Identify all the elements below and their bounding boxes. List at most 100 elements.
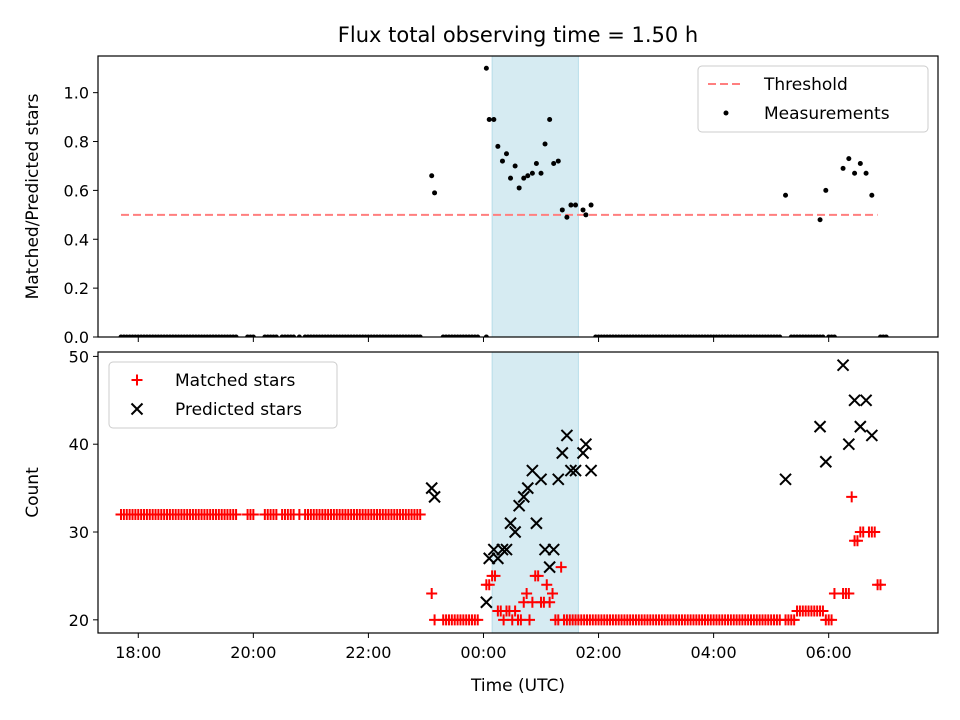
predicted-star-marker xyxy=(534,473,548,486)
predicted-star-marker xyxy=(556,446,569,460)
measurement-point xyxy=(499,158,505,164)
measurement-point xyxy=(233,334,239,337)
measurement-point xyxy=(580,207,586,213)
matched-star-marker xyxy=(788,614,800,626)
matched-star-marker xyxy=(532,570,544,582)
matched-star-marker xyxy=(521,587,533,599)
measurement-point xyxy=(852,170,858,176)
measurement-point xyxy=(568,202,574,208)
measurement-point xyxy=(863,170,869,176)
highlight-span xyxy=(491,55,579,338)
measurement-point xyxy=(296,334,302,337)
legend-box xyxy=(108,361,338,429)
matched-star-marker xyxy=(826,614,838,626)
matched-star-marker xyxy=(247,508,259,520)
matched-star-marker xyxy=(555,561,567,573)
x-tick-label: 06:00 xyxy=(806,643,852,662)
ratio-panel: 0.0 0.2 0.4 0.6 0.8 1.0 Matched/Predicted star… xyxy=(23,55,939,347)
measurement-point xyxy=(820,334,826,337)
measurement-point xyxy=(538,170,544,176)
measurement-point xyxy=(273,334,279,337)
predicted-star-marker xyxy=(848,394,861,407)
measurement-point xyxy=(533,161,539,167)
axes-frame xyxy=(97,351,939,634)
axes-frame xyxy=(97,55,939,338)
measurement-point xyxy=(883,334,889,337)
predicted-star-marker xyxy=(819,455,833,468)
matched-star-marker xyxy=(843,587,855,599)
measurement-point xyxy=(495,143,501,149)
predicted-star-marker xyxy=(579,437,593,451)
measurement-point xyxy=(547,117,553,123)
measurement-point xyxy=(512,163,518,169)
matched-star-marker xyxy=(489,570,501,582)
measurement-point xyxy=(483,65,489,71)
measurement-point xyxy=(475,334,481,337)
y-axis-label: Count xyxy=(23,467,43,518)
predicted-star-marker xyxy=(564,464,578,477)
y-axis-label: Matched/Predicted stars xyxy=(23,93,43,299)
measurement-point xyxy=(564,214,570,220)
predicted-star-marker xyxy=(842,437,856,451)
predicted-star-marker xyxy=(859,394,873,407)
x-tick-label: 20:00 xyxy=(230,643,276,662)
predicted-star-marker xyxy=(500,543,513,556)
measurement-point xyxy=(583,212,589,218)
predicted-star-marker xyxy=(504,517,517,530)
measurement-point xyxy=(250,334,256,337)
measurement-point xyxy=(417,334,423,337)
x-tick-label: 18:00 xyxy=(115,643,161,662)
x-tick-label: 00:00 xyxy=(460,643,506,662)
legend-entry-label: Threshold xyxy=(763,75,848,95)
matched-star-marker xyxy=(472,614,484,626)
matched-star-marker xyxy=(483,579,495,591)
x-axis-label: Time (UTC) xyxy=(470,676,565,696)
measurement-point xyxy=(508,175,514,181)
legend-predicted-swatch xyxy=(130,402,144,416)
measurement-point xyxy=(588,202,594,208)
measurement-point xyxy=(559,207,565,213)
measurement-point xyxy=(869,192,875,198)
y-tick-label: 0.0 xyxy=(64,328,89,347)
predicted-star-marker xyxy=(428,490,441,504)
measurement-point xyxy=(823,187,829,193)
legend-matched-swatch xyxy=(131,374,143,386)
plot-area xyxy=(115,358,886,626)
plot-area xyxy=(118,65,889,337)
y-tick-label: 0.4 xyxy=(64,230,89,249)
predicted-star-marker xyxy=(836,358,850,372)
measurement-point xyxy=(291,334,297,337)
measurement-point xyxy=(840,165,846,171)
matched-star-marker xyxy=(414,508,426,520)
y-tick-label: 0.6 xyxy=(64,181,89,200)
measurement-point xyxy=(503,151,509,157)
predicted-star-marker xyxy=(517,490,530,504)
predicted-star-marker xyxy=(425,481,438,495)
y-tick-label: 1.0 xyxy=(64,84,89,103)
measurement-point xyxy=(551,161,557,167)
legend-entry-label: Measurements xyxy=(764,104,890,124)
matched-star-marker xyxy=(851,535,863,547)
predicted-star-marker xyxy=(576,446,590,460)
measurement-point xyxy=(783,192,789,198)
predicted-star-marker xyxy=(865,429,879,442)
predicted-star-marker xyxy=(508,525,522,539)
legend-entry-label: Predicted stars xyxy=(175,400,302,420)
measurement-point xyxy=(486,117,492,123)
predicted-star-marker xyxy=(496,543,509,556)
predicted-star-marker xyxy=(854,420,867,433)
measurement-point xyxy=(525,173,531,179)
measurement-point xyxy=(777,334,783,337)
x-tick-label: 22:00 xyxy=(345,643,391,662)
predicted-star-marker xyxy=(480,596,493,609)
y-tick-label: 20 xyxy=(69,611,89,630)
measurement-point xyxy=(555,158,561,164)
y-tick-label: 30 xyxy=(69,523,89,542)
predicted-star-marker xyxy=(530,517,543,530)
measurement-point xyxy=(573,202,579,208)
matched-star-marker xyxy=(230,508,242,520)
measurement-point xyxy=(521,175,527,181)
x-tick-label: 02:00 xyxy=(575,643,621,662)
predicted-star-marker xyxy=(552,473,565,486)
